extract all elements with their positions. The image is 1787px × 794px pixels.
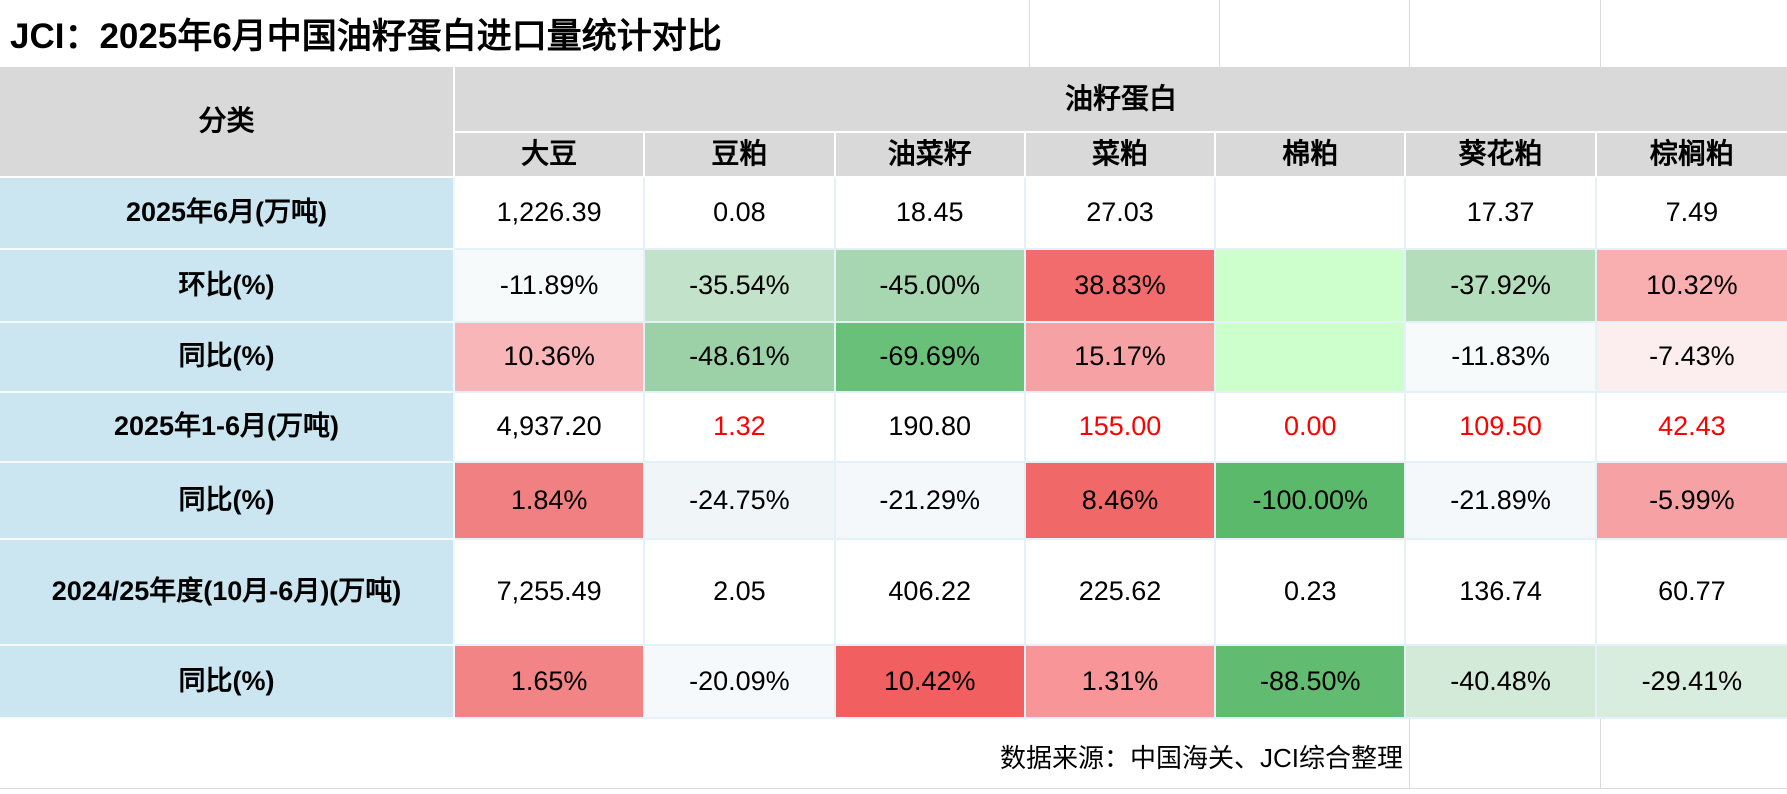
table-cell: 10.42%: [835, 646, 1026, 719]
table-cell: -48.61%: [645, 323, 836, 393]
row-label: 环比(%): [0, 250, 455, 323]
column-header-6: 葵花粕: [1406, 133, 1597, 178]
table-cell: 15.17%: [1025, 323, 1217, 393]
table-cell: 10.36%: [455, 323, 646, 393]
page-title: JCI：2025年6月中国油籽蛋白进口量统计对比: [10, 17, 722, 56]
column-header-1: 大豆: [455, 133, 646, 178]
table-cell: 38.83%: [1025, 250, 1217, 323]
table-cell: -100.00%: [1216, 463, 1407, 540]
table-cell: -5.99%: [1596, 463, 1787, 540]
table-cell: -37.92%: [1406, 250, 1597, 323]
table-cell: -40.48%: [1406, 646, 1597, 719]
row-label: 同比(%): [0, 323, 455, 393]
gridline: [0, 788, 1787, 789]
table-cell: 60.77: [1596, 540, 1787, 646]
table-cell: 1.31%: [1025, 646, 1217, 719]
table-cell: 42.43: [1596, 393, 1787, 463]
table-cell: -11.83%: [1406, 323, 1597, 393]
table-cell: [1216, 323, 1407, 393]
table-cell: 0.23: [1216, 540, 1407, 646]
header-category: 分类: [0, 67, 455, 178]
table-cell: -20.09%: [645, 646, 836, 719]
table-cell: 8.46%: [1025, 463, 1217, 540]
footer-bar: 数据来源：中国海关、JCI综合整理: [0, 719, 1787, 794]
data-source: 数据来源：中国海关、JCI综合整理: [999, 743, 1403, 773]
data-table: 分类 油籽蛋白 大豆 豆粕 油菜籽 菜粕 棉粕 葵花粕 棕榈粕 2025年6月(万吨) 1,22…: [0, 67, 1787, 719]
column-header-4: 菜粕: [1025, 133, 1217, 178]
table-cell: -45.00%: [835, 250, 1026, 323]
gridline: [1600, 0, 1601, 67]
row-label: 同比(%): [0, 646, 455, 719]
row-label: 2025年6月(万吨): [0, 178, 455, 250]
table-cell: [1216, 178, 1407, 250]
table-cell: 4,937.20: [455, 393, 646, 463]
table-cell: -69.69%: [835, 323, 1026, 393]
table-cell: 225.62: [1025, 540, 1217, 646]
table-cell: 7.49: [1596, 178, 1787, 250]
table-cell: 1.65%: [455, 646, 646, 719]
table-cell: 18.45: [835, 178, 1026, 250]
table-cell: 1.32: [645, 393, 836, 463]
table-cell: -88.50%: [1216, 646, 1407, 719]
table-cell: 27.03: [1025, 178, 1217, 250]
table-cell: [1216, 250, 1407, 323]
table-cell: 7,255.49: [455, 540, 646, 646]
column-header-3: 油菜籽: [835, 133, 1026, 178]
table-cell: -35.54%: [645, 250, 836, 323]
title-bar: JCI：2025年6月中国油籽蛋白进口量统计对比: [0, 0, 1787, 67]
table-cell: 2.05: [645, 540, 836, 646]
table-cell: 1.84%: [455, 463, 646, 540]
row-label: 2024/25年度(10月-6月)(万吨): [0, 540, 455, 646]
row-label: 同比(%): [0, 463, 455, 540]
table-cell: -29.41%: [1596, 646, 1787, 719]
table-cell: 155.00: [1025, 393, 1217, 463]
table-cell: 0.00: [1216, 393, 1407, 463]
column-header-5: 棉粕: [1216, 133, 1407, 178]
gridline: [1029, 0, 1030, 67]
table-cell: -7.43%: [1596, 323, 1787, 393]
table-cell: 0.08: [645, 178, 836, 250]
table-cell: 1,226.39: [455, 178, 646, 250]
column-header-2: 豆粕: [645, 133, 836, 178]
header-group: 油籽蛋白: [455, 67, 1787, 133]
gridline: [1409, 0, 1410, 67]
table-cell: 10.32%: [1596, 250, 1787, 323]
gridline: [1219, 0, 1220, 67]
table-cell: -21.29%: [835, 463, 1026, 540]
table-cell: 190.80: [835, 393, 1026, 463]
table-cell: 136.74: [1406, 540, 1597, 646]
gridline: [1409, 719, 1410, 788]
table-cell: -21.89%: [1406, 463, 1597, 540]
table-cell: 109.50: [1406, 393, 1597, 463]
row-label: 2025年1-6月(万吨): [0, 393, 455, 463]
table-cell: 17.37: [1406, 178, 1597, 250]
table-cell: 406.22: [835, 540, 1026, 646]
table-cell: -24.75%: [645, 463, 836, 540]
gridline: [1600, 719, 1601, 788]
column-header-7: 棕榈粕: [1596, 133, 1787, 178]
table-cell: -11.89%: [455, 250, 646, 323]
